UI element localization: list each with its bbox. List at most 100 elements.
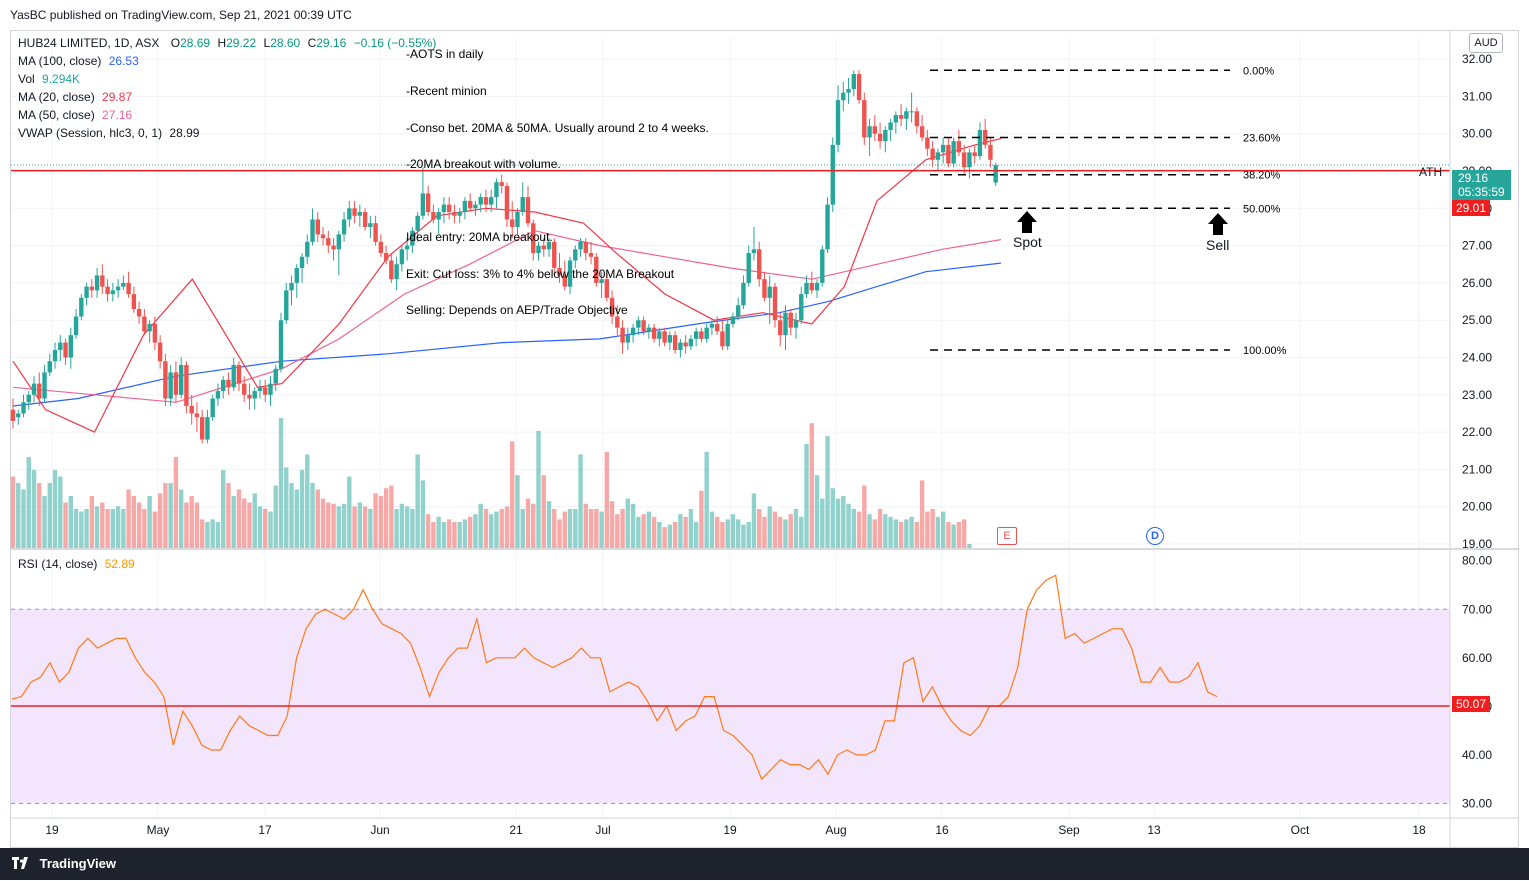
volume-bar — [904, 519, 909, 548]
candle — [804, 282, 809, 295]
volume-bar — [110, 509, 116, 548]
ohlc-high: 29.22 — [226, 36, 257, 50]
price-axis-label: 21.00 — [1462, 462, 1492, 476]
volume-bar — [136, 502, 142, 548]
candle — [919, 126, 925, 138]
legend-ma100-row[interactable]: MA (100, close) 26.53 — [18, 52, 139, 70]
candle — [236, 364, 242, 384]
vol-value: 9.294K — [42, 72, 81, 86]
volume-bar — [341, 503, 347, 548]
candle — [436, 212, 441, 220]
time-axis-label: 16 — [935, 823, 949, 837]
symbol-name[interactable]: HUB24 LIMITED, 1D, ASX — [18, 36, 160, 50]
volume-bar — [79, 511, 84, 548]
candle — [347, 208, 352, 220]
candle — [457, 212, 462, 216]
volume-bar — [89, 496, 95, 548]
volume-bar — [84, 509, 89, 548]
volume-bar — [105, 509, 110, 548]
volume-bar — [368, 509, 373, 548]
candle — [751, 249, 757, 254]
candle — [683, 342, 688, 347]
candle — [856, 74, 862, 101]
candle — [142, 316, 147, 332]
candle — [930, 148, 935, 160]
volume-bar — [178, 489, 184, 548]
candle — [394, 264, 399, 280]
volume-bar — [778, 516, 783, 548]
candle — [131, 294, 137, 310]
candle — [16, 413, 21, 418]
legend-vwap-row[interactable]: VWAP (Session, hlc3, 0, 1) 28.99 — [18, 124, 199, 142]
candle — [793, 320, 799, 328]
volume-bar — [499, 509, 504, 548]
candle — [373, 223, 378, 242]
volume-bar — [168, 483, 173, 548]
volume-bar — [347, 476, 352, 548]
currency-button[interactable]: AUD — [1469, 33, 1503, 53]
earnings-marker[interactable]: E — [997, 527, 1017, 545]
candle — [956, 141, 962, 153]
volume-bar — [399, 503, 405, 548]
volume-bar — [467, 516, 473, 548]
legend-ma20-row[interactable]: MA (20, close) 29.87 — [18, 88, 132, 106]
fib-level-label: 23.60% — [1243, 132, 1281, 144]
note-line: -20MA breakout with volume. — [406, 157, 561, 172]
volume-bar — [830, 488, 835, 548]
volume-bar — [967, 544, 972, 548]
candle — [247, 394, 252, 399]
candle — [462, 200, 468, 213]
volume-bar — [536, 431, 541, 548]
volume-bar — [872, 519, 878, 548]
volume-bar — [205, 522, 210, 548]
volume-bar — [914, 522, 920, 548]
rsi-axis-label: 30.00 — [1462, 796, 1492, 810]
candle — [94, 275, 100, 291]
rsi-legend[interactable]: RSI (14, close) 52.89 — [18, 555, 135, 573]
candle — [446, 204, 452, 213]
dividend-marker[interactable]: D — [1146, 527, 1164, 545]
volume-bar — [94, 506, 100, 548]
note-line: Ideal entry: 20MA breakout. — [406, 230, 553, 245]
volume-bar — [751, 493, 757, 548]
candle — [294, 267, 299, 283]
legend-ma50-row[interactable]: MA (50, close) 27.16 — [18, 106, 132, 124]
legend-vol-row[interactable]: Vol 9.294K — [18, 70, 80, 88]
volume-bar — [699, 490, 704, 548]
volume-bar — [436, 516, 441, 548]
vol-label: Vol — [18, 72, 35, 86]
candle — [825, 204, 830, 250]
volume-bar — [588, 509, 594, 548]
candle — [37, 383, 42, 399]
price-axis-label: 32.00 — [1462, 52, 1492, 66]
ma20-line — [12, 138, 1002, 433]
volume-bar — [783, 519, 788, 548]
rsi-line-value: 50.07 — [1456, 697, 1487, 711]
candle — [478, 197, 483, 205]
time-axis-label: 18 — [1412, 823, 1426, 837]
candle — [820, 249, 825, 283]
volume-bar — [131, 496, 137, 548]
candle — [993, 165, 998, 183]
volume-bar — [898, 522, 904, 548]
volume-bar — [73, 509, 79, 548]
candle — [100, 275, 105, 287]
volume-bar — [599, 511, 604, 548]
candle — [194, 413, 200, 418]
candle — [84, 286, 89, 298]
candle — [515, 212, 520, 227]
candle — [510, 219, 515, 227]
candle — [10, 409, 16, 421]
time-axis-label: 19 — [723, 823, 737, 837]
volume-bar — [919, 480, 925, 548]
ohlc-open: 28.69 — [180, 36, 211, 50]
volume-bar — [762, 516, 767, 548]
candle — [315, 219, 320, 235]
publisher-text: YasBC published on TradingView.com, Sep … — [10, 8, 352, 22]
volume-bar — [531, 503, 536, 548]
trade-notes: -AOTS in daily -Recent minion -Conso bet… — [406, 24, 709, 329]
candle — [157, 342, 163, 362]
candle — [599, 279, 604, 283]
ma50-label: MA (50, close) — [18, 108, 95, 122]
